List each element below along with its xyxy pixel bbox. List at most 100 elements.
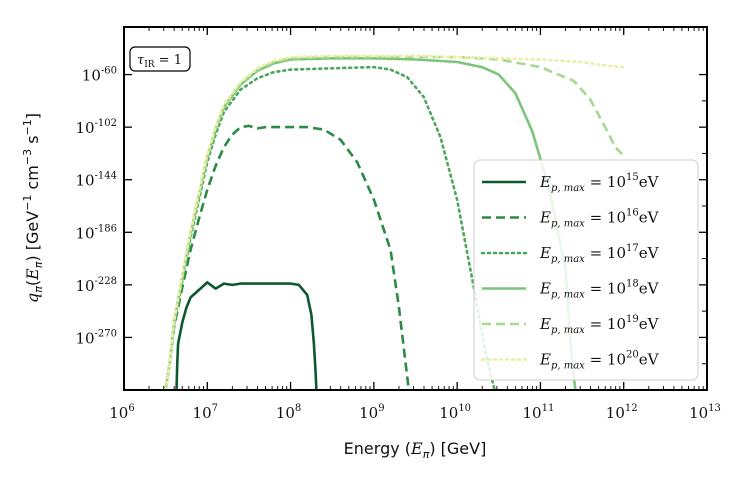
legend-label: Ep, max = 1017eV	[539, 243, 660, 265]
x-tick-exp: 10	[458, 403, 471, 414]
x-tick-label: 107	[193, 403, 218, 422]
y-tick-label: 10-144	[75, 171, 117, 190]
x-axis-title: Energy (Eπ) [GeV]	[344, 439, 487, 461]
tau-sub: IR	[144, 60, 155, 70]
x-tick-label: 1011	[523, 403, 555, 422]
y-axis-title: qπ(Eπ) [GeV−1 cm−3 s−1]	[21, 113, 45, 303]
y-tick-label: 10-228	[75, 276, 117, 295]
legend-label: Ep, max = 1018eV	[539, 279, 660, 301]
ylabel-arg-sub: π	[32, 261, 45, 268]
x-tick-exp: 9	[378, 403, 384, 414]
y-tick-exp: -270	[95, 328, 117, 339]
legend-label-sup: 19	[626, 314, 639, 325]
legend-label-var: E	[539, 351, 551, 369]
legend-label-var: E	[539, 244, 551, 262]
x-tick-exp: 11	[542, 403, 555, 414]
legend-label-mid: = 10	[585, 244, 626, 262]
x-tick-labels: 106 107 108 109 1010 1011 1012 1013	[109, 403, 721, 422]
tau-symbol: τ	[137, 53, 145, 68]
y-tick-exp: -144	[95, 171, 117, 182]
legend-label-var: E	[539, 173, 551, 191]
ylabel-arg: E	[23, 268, 42, 281]
y-tick-exp: -60	[101, 66, 117, 77]
y-tick-exp: -102	[95, 118, 117, 129]
legend-label: Ep, max = 1015eV	[539, 172, 660, 194]
legend-label-post: eV	[639, 280, 660, 298]
legend-label-post: eV	[639, 244, 660, 262]
ylabel-cm: cm	[23, 165, 42, 194]
legend-label-var: E	[539, 280, 551, 298]
y-tick-label: 10-186	[75, 223, 117, 242]
x-tick-exp: 12	[625, 403, 638, 414]
ylabel-s: s	[23, 135, 42, 148]
y-tick-base: 10	[75, 224, 94, 242]
x-tick-label: 109	[359, 403, 384, 422]
x-tick-base: 10	[523, 404, 542, 422]
x-tick-label: 106	[109, 403, 134, 422]
ylabel-func: q	[23, 293, 42, 303]
legend-label-sub: p, max	[551, 290, 585, 301]
tau-rest: = 1	[155, 53, 182, 68]
legend-label: Ep, max = 1016eV	[539, 208, 660, 230]
legend-label-mid: = 10	[585, 315, 626, 333]
series-line-6	[164, 54, 626, 390]
y-tick-base: 10	[75, 329, 94, 347]
legend-label: Ep, max = 1019eV	[539, 314, 660, 336]
x-tick-base: 10	[193, 404, 212, 422]
series-line-3	[164, 65, 496, 390]
plot-frame	[123, 26, 708, 391]
x-tick-base: 10	[606, 404, 625, 422]
ylabel-close: ]	[23, 113, 42, 119]
xlabel-post: ) [GeV]	[429, 439, 486, 458]
legend-label-var: E	[539, 209, 551, 227]
ylabel-func-sub: π	[32, 286, 45, 293]
legend-label-sup: 18	[626, 279, 639, 290]
x-tick-base: 10	[276, 404, 295, 422]
legend-label-sub: p, max	[551, 254, 585, 265]
y-tick-label: 10-60	[82, 66, 117, 85]
legend-label-mid: = 10	[585, 351, 626, 369]
legend-label-mid: = 10	[585, 173, 626, 191]
xlabel-pre: Energy (	[344, 439, 411, 458]
legend-label-sup: 15	[626, 172, 639, 183]
legend-label-sup: 20	[626, 350, 639, 361]
y-tick-exp: -186	[95, 223, 117, 234]
series-lines	[164, 54, 626, 390]
ylabel-units: [GeV	[23, 211, 42, 250]
y-tick-label: 10-102	[75, 118, 117, 137]
x-tick-base: 10	[439, 404, 458, 422]
y-tick-base: 10	[75, 119, 94, 137]
xlabel-sub: π	[423, 448, 430, 461]
x-tick-exp: 8	[295, 403, 301, 414]
legend-label-sub: p, max	[551, 361, 585, 372]
x-tick-base: 10	[359, 404, 378, 422]
legend-label-sup: 16	[626, 208, 639, 219]
y-tick-exp: -228	[95, 276, 117, 287]
legend-label-mid: = 10	[585, 280, 626, 298]
tau-label: τIR = 1	[137, 53, 182, 70]
x-tick-label: 1013	[689, 403, 721, 422]
legend-label-post: eV	[639, 351, 660, 369]
ylabel-u3: −1	[21, 119, 34, 135]
tau-annotation: τIR = 1	[129, 46, 191, 72]
x-tick-exp: 6	[128, 403, 134, 414]
y-tick-base: 10	[75, 172, 94, 190]
xlabel-var: E	[410, 439, 423, 458]
legend-label-sub: p, max	[551, 219, 585, 230]
y-tick-base: 10	[82, 67, 101, 85]
x-tick-exp: 7	[212, 403, 218, 414]
ylabel-u1: −1	[21, 195, 34, 211]
tau-box	[129, 46, 191, 72]
x-tick-label: 1012	[606, 403, 638, 422]
y-tick-label: 10-270	[75, 328, 117, 347]
legend-box	[473, 159, 699, 381]
y-tick-base: 10	[75, 277, 94, 295]
x-tick-label: 1010	[439, 403, 471, 422]
x-tick-label: 108	[276, 403, 301, 422]
legend-label-sup: 17	[626, 243, 639, 254]
legend-label-var: E	[539, 315, 551, 333]
legend-label-sub: p, max	[551, 183, 585, 194]
